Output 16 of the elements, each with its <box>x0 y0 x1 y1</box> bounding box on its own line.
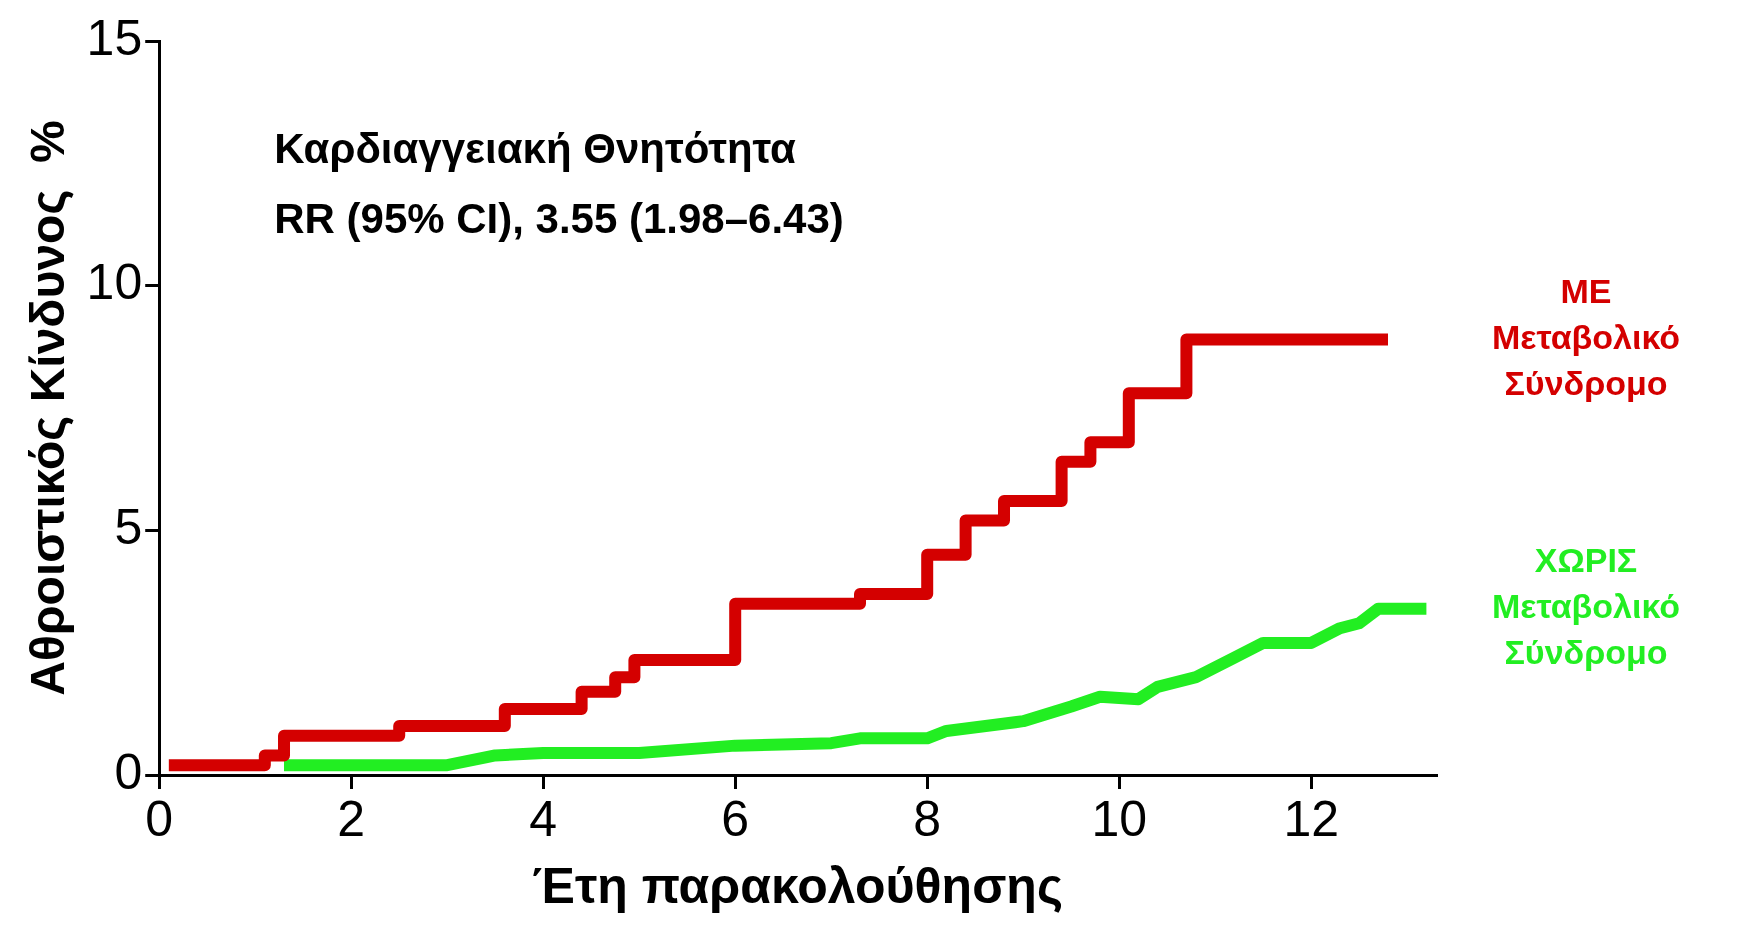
annotation: Καρδιαγγειακή Θνητότητα <box>274 124 797 172</box>
y-axis-title: Αθροιστικός Κίνδυνος % <box>21 120 75 696</box>
x-tick-label: 4 <box>529 790 558 847</box>
text: ΜΕ Μεταβολικό Σύνδρομο <box>1491 271 1681 402</box>
x-tick-label: 12 <box>1283 790 1340 847</box>
y-tick-label: 0 <box>114 743 143 800</box>
x-axis-title: Έτη παρακολούθησης <box>532 857 1063 914</box>
x-tick-label: 8 <box>913 790 942 847</box>
x-tick-label: 10 <box>1091 790 1148 847</box>
annotation: RR (95% CI), 3.55 (1.98–6.43) <box>274 194 844 242</box>
series-label: ΧΩΡΙΣ Μεταβολικό Σύνδρομο <box>1491 541 1681 671</box>
y-tick-label: 5 <box>114 499 143 556</box>
x-tick-label: 6 <box>721 790 750 847</box>
y-tick-label: 15 <box>86 9 143 66</box>
x-tick-label: 2 <box>337 790 366 847</box>
y-tick-label: 10 <box>86 254 143 311</box>
